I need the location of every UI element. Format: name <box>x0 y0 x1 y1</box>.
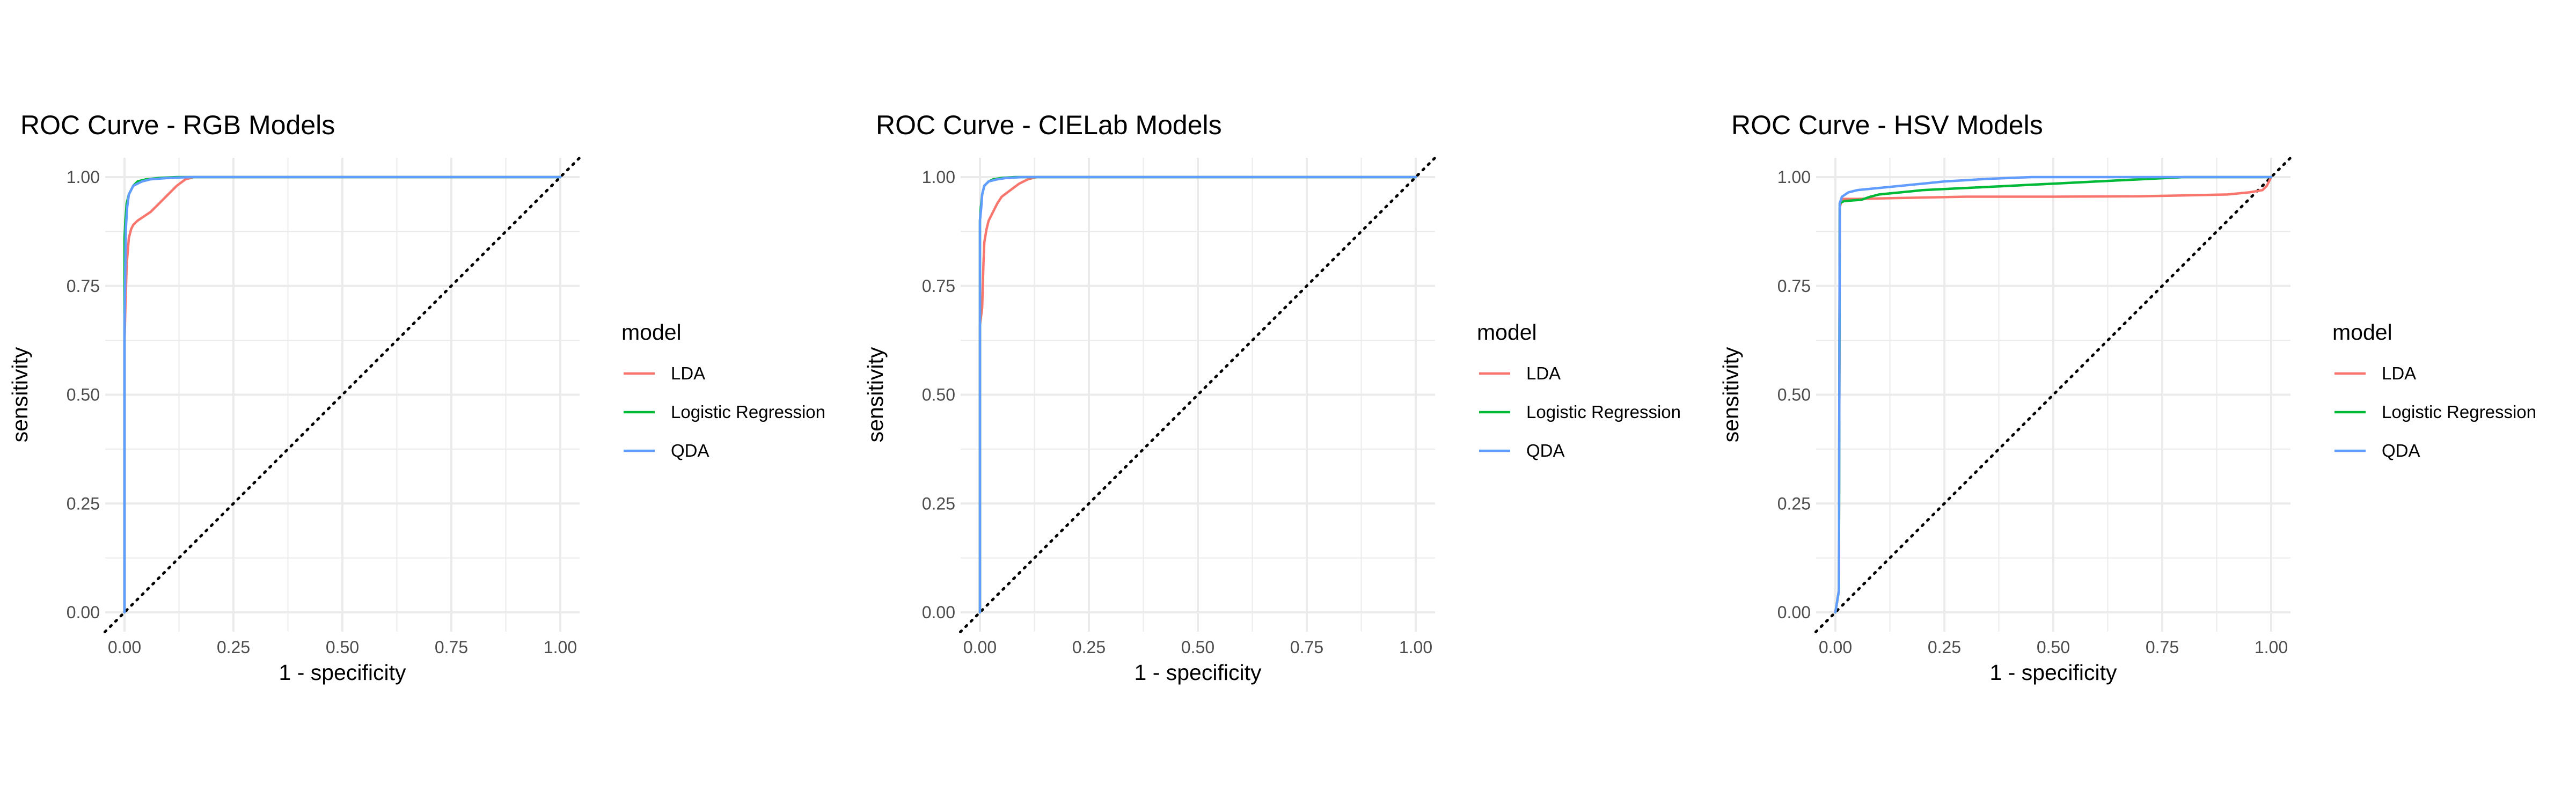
x-tick-label: 0.50 <box>1181 638 1214 657</box>
x-tick-label: 0.75 <box>2146 638 2179 657</box>
y-tick-label: 0.25 <box>67 494 100 513</box>
x-axis-label: 1 - specificity <box>1990 660 2117 685</box>
roc-line-qda <box>123 175 562 614</box>
x-tick-label: 0.25 <box>1928 638 1961 657</box>
legend-label: LDA <box>2382 363 2416 383</box>
x-tick-label: 0.75 <box>1290 638 1323 657</box>
y-tick-label: 0.00 <box>67 603 100 622</box>
y-tick-label: 0.25 <box>1777 494 1811 513</box>
diagonal-reference-line <box>1814 156 2293 633</box>
legend-title: model <box>1477 320 1537 345</box>
legend-label: QDA <box>671 441 709 460</box>
x-tick-label: 1.00 <box>2255 638 2288 657</box>
chart-title: ROC Curve - CIELab Models <box>876 110 1222 140</box>
chart-title: ROC Curve - RGB Models <box>20 110 335 140</box>
diagonal-reference-line <box>958 156 1437 633</box>
roc-line-qda <box>978 175 1417 614</box>
x-tick-label: 1.00 <box>544 638 577 657</box>
roc-panel-3: 0.00 0.25 0.50 0.75 1.00 0.00 0.25 0.50 0.75 1.00… <box>1718 110 2536 685</box>
legend-title: model <box>621 320 682 345</box>
y-tick-label: 1.00 <box>922 167 955 187</box>
y-tick-label: 0.50 <box>67 385 100 405</box>
grid-lines <box>1816 158 2290 632</box>
legend-label: LDA <box>671 363 705 383</box>
y-tick-label: 0.00 <box>1777 603 1811 622</box>
x-axis-label: 1 - specificity <box>1135 660 1262 685</box>
chart-title: ROC Curve - HSV Models <box>1731 110 2043 140</box>
x-tick-label: 1.00 <box>1399 638 1432 657</box>
legend-label: QDA <box>1526 441 1565 460</box>
legend-label: LDA <box>1526 363 1561 383</box>
y-tick-label: 1.00 <box>1777 167 1811 187</box>
legend-label: Logistic Regression <box>2382 402 2536 422</box>
x-tick-label: 0.00 <box>108 638 141 657</box>
roc-panel-1: 0.00 0.25 0.50 0.75 1.00 0.00 0.25 0.50 0.75 1.00… <box>8 110 825 685</box>
y-axis-label: sensitivity <box>8 347 32 442</box>
x-axis-label: 1 - specificity <box>279 660 406 685</box>
x-tick-label: 0.50 <box>2037 638 2070 657</box>
y-tick-label: 0.25 <box>922 494 955 513</box>
legend-label: QDA <box>2382 441 2420 460</box>
y-tick-label: 1.00 <box>67 167 100 187</box>
y-tick-label: 0.75 <box>922 276 955 296</box>
legend-label: Logistic Regression <box>1526 402 1681 422</box>
y-tick-label: 0.50 <box>1777 385 1811 405</box>
y-tick-label: 0.75 <box>67 276 100 296</box>
legend-title: model <box>2332 320 2392 345</box>
grid-lines <box>961 158 1435 632</box>
roc-line-logistic-regression <box>1834 175 2273 614</box>
x-tick-label: 0.00 <box>963 638 997 657</box>
y-axis-label: sensitivity <box>863 347 888 442</box>
x-tick-label: 0.25 <box>217 638 250 657</box>
x-tick-label: 0.75 <box>435 638 468 657</box>
y-tick-label: 0.00 <box>922 603 955 622</box>
x-tick-label: 0.00 <box>1819 638 1852 657</box>
diagonal-reference-line <box>103 156 582 633</box>
legend-label: Logistic Regression <box>671 402 825 422</box>
y-tick-label: 0.50 <box>922 385 955 405</box>
legend: model LDA Logistic Regression QDA <box>1477 320 1681 460</box>
y-tick-label: 0.75 <box>1777 276 1811 296</box>
x-tick-label: 0.25 <box>1072 638 1106 657</box>
x-tick-label: 0.50 <box>326 638 359 657</box>
legend: model LDA Logistic Regression QDA <box>621 320 825 460</box>
legend: model LDA Logistic Regression QDA <box>2332 320 2536 460</box>
roc-line-qda <box>1834 175 2273 614</box>
roc-panel-2: 0.00 0.25 0.50 0.75 1.00 0.00 0.25 0.50 0.75 1.00… <box>863 110 1681 685</box>
y-axis-label: sensitivity <box>1718 347 1743 442</box>
